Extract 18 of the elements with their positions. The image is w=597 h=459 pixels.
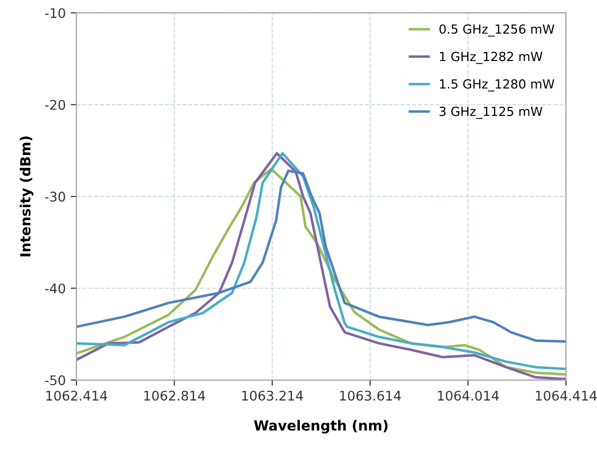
x-axis-title: Wavelength (nm): [254, 420, 388, 434]
x-tick-label: 1062.414: [46, 390, 108, 401]
y-tick-label: -40: [45, 283, 66, 294]
y-tick-label: -10: [45, 8, 66, 18]
line-series: [76, 170, 566, 343]
legend-label: 3 GHz_1125 mW: [440, 106, 542, 119]
y-tick-label: -30: [45, 192, 66, 202]
x-tick-label: 1063.214: [242, 390, 303, 401]
legend-label: 1 GHz_1282 mW: [440, 52, 542, 64]
x-tick-label: 1063.614: [340, 390, 401, 401]
y-tick-label: -50: [45, 375, 66, 386]
legend-label: 1.5 GHz_1280 mW: [440, 79, 554, 92]
y-axis-title: Intensity (dBm): [20, 136, 34, 256]
legend-label: 0.5 GHz_1256 mW: [439, 24, 554, 37]
x-tick-label: 1062.814: [144, 390, 206, 401]
x-tick-label: 1064.414: [536, 390, 597, 401]
x-tick-label: 1064.014: [438, 390, 499, 401]
y-tick-label: -20: [45, 100, 66, 110]
